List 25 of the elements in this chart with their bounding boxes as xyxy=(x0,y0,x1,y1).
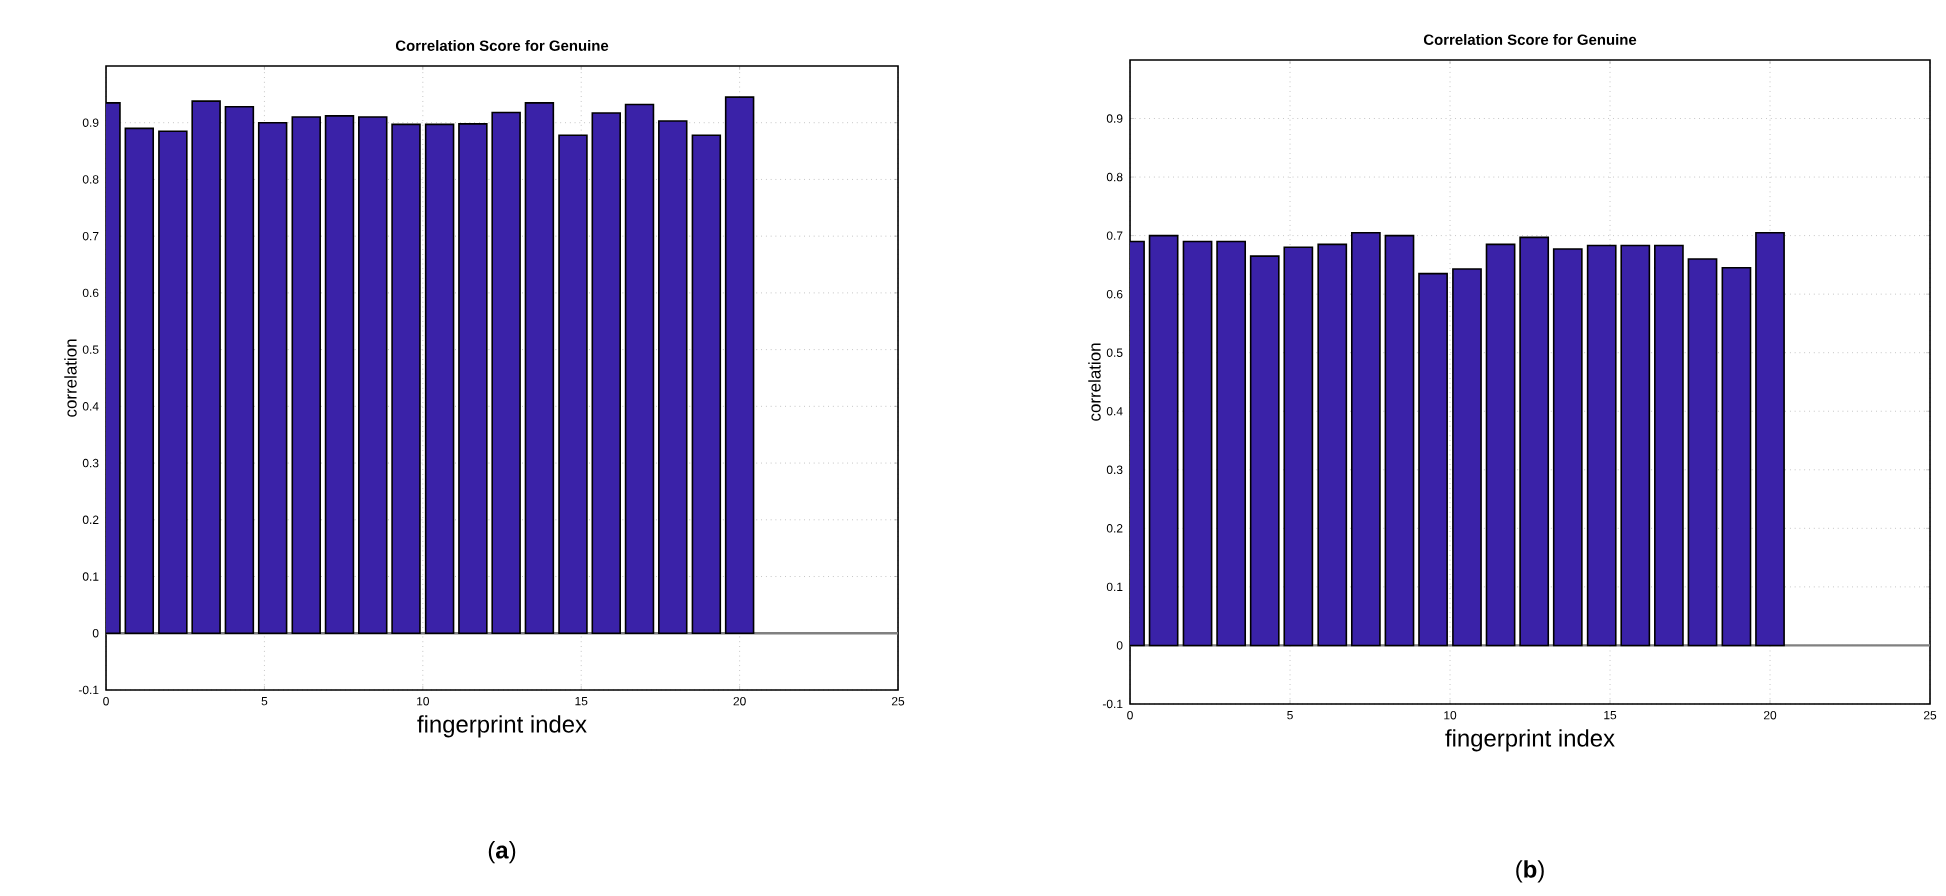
bar xyxy=(658,120,688,635)
text: (b) xyxy=(1516,860,1544,883)
bar xyxy=(324,115,355,635)
bar xyxy=(691,134,722,635)
bar xyxy=(291,116,321,635)
x-axis-title: fingerprint index xyxy=(1445,729,1615,752)
y-axis-title: correlation xyxy=(1088,343,1101,421)
bar xyxy=(124,127,155,635)
y-axis-title: correlation xyxy=(64,339,77,417)
bar xyxy=(491,111,521,635)
bar xyxy=(524,102,555,635)
bar xyxy=(624,103,655,635)
x-axis-title: fingerprint index xyxy=(417,715,587,738)
bar xyxy=(158,130,188,635)
bar xyxy=(191,100,221,635)
bar xyxy=(224,106,255,635)
text: (a) xyxy=(488,841,516,864)
bar xyxy=(391,123,421,635)
bar xyxy=(458,123,488,635)
bar xyxy=(558,134,588,635)
bar xyxy=(591,112,621,635)
bar xyxy=(424,123,455,635)
bar xyxy=(724,96,755,635)
bar xyxy=(257,121,288,635)
bar xyxy=(358,116,388,635)
